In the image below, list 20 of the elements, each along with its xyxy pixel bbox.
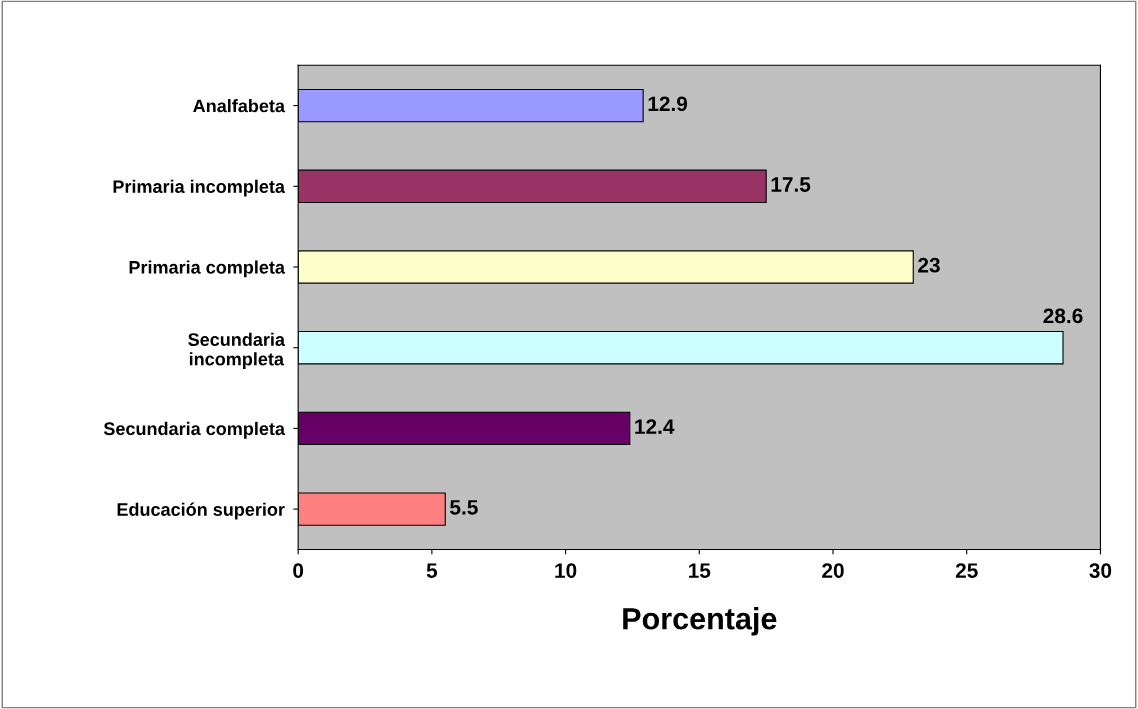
- x-tick-label: 0: [293, 563, 304, 578]
- data-label: 12.9: [648, 96, 688, 112]
- x-tick-label: 15: [689, 563, 711, 578]
- x-tick-label: 20: [822, 563, 844, 578]
- data-label: 12.4: [635, 419, 675, 434]
- x-tick-label: 5: [426, 563, 438, 578]
- x-tick-label: 25: [955, 563, 978, 578]
- x-axis-title: Porcentaje: [623, 607, 777, 636]
- data-label: 23: [918, 257, 940, 273]
- y-tick-label: Secundaria completa: [103, 421, 286, 439]
- data-label: 5.5: [450, 500, 478, 515]
- x-tick-label: 30: [1089, 563, 1112, 578]
- y-tick-label: Analfabeta: [193, 99, 286, 113]
- data-label: 28.6: [1043, 308, 1083, 324]
- y-tick-label: Secundaria incompleta: [188, 332, 286, 370]
- x-tick-label: 10: [555, 563, 577, 578]
- y-tick-label: Primaria completa: [129, 260, 286, 278]
- y-tick-label: Educación superior: [117, 502, 285, 520]
- data-label: 17.5: [771, 177, 811, 192]
- y-tick-label: Primaria incompleta: [113, 179, 286, 197]
